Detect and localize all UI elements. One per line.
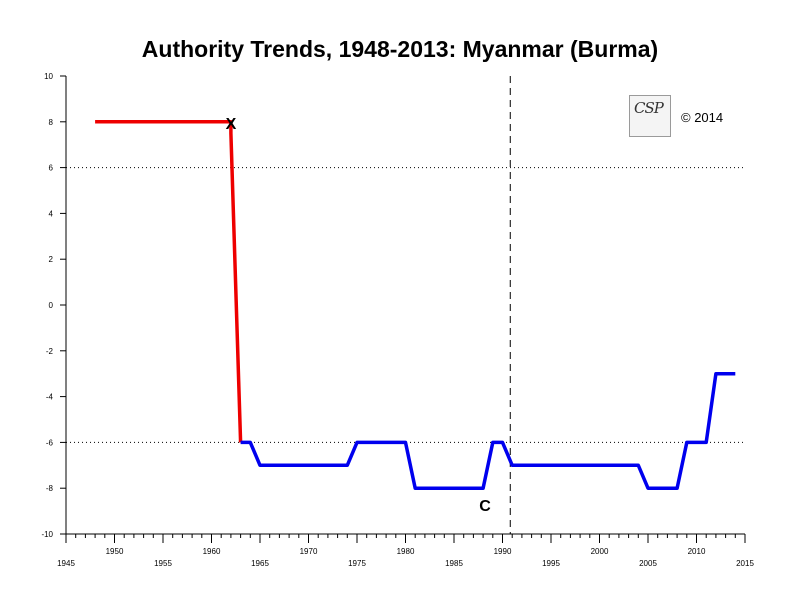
x-tick-label: 1950: [106, 547, 124, 556]
csp-logo: CSP: [629, 95, 671, 137]
y-tick-label: 4: [49, 209, 54, 218]
x-tick-label: 1965: [251, 559, 269, 568]
x-tick-label: 1990: [494, 547, 512, 556]
x-tick-label: 1970: [300, 547, 318, 556]
x-tick-label: 2015: [736, 559, 754, 568]
y-tick-label: -2: [46, 347, 54, 356]
x-tick-label: 1945: [57, 559, 75, 568]
y-tick-label: -4: [46, 393, 54, 402]
y-tick-label: -8: [46, 484, 54, 493]
y-tick-label: 0: [49, 301, 54, 310]
x-tick-label: 1975: [348, 559, 366, 568]
logo-text: CSP: [634, 99, 664, 117]
x-tick-label: 1955: [154, 559, 172, 568]
x-tick-label: 1985: [445, 559, 463, 568]
y-tick-label: -10: [41, 530, 53, 539]
series-line-1: [240, 371, 736, 490]
x-tick-label: 2005: [639, 559, 657, 568]
y-tick-label: 2: [49, 255, 54, 264]
x-tick-label: 2010: [688, 547, 706, 556]
y-tick-label: 10: [44, 72, 53, 81]
reference-lines: [66, 76, 745, 534]
chart-title: Authority Trends, 1948-2013: Myanmar (Bu…: [141, 36, 659, 62]
annotation-label: X: [226, 116, 237, 133]
y-tick-label: 6: [49, 164, 54, 173]
y-tick-label: 8: [49, 118, 54, 127]
x-tick-label: 1980: [397, 547, 415, 556]
axes: 10 8 6 4 2 0 -2 -4 -6 -8 -10 1945 1950 1955 1960 1965 19…: [41, 72, 754, 568]
series-line-0: [95, 120, 243, 443]
x-tick-label: 1995: [542, 559, 560, 568]
copyright-text: © 2014: [681, 110, 724, 125]
annotation-label: C: [479, 498, 491, 515]
data-series: [95, 120, 736, 490]
annotations: XC: [226, 116, 492, 515]
x-tick-label: 2000: [591, 547, 609, 556]
x-tick-label: 1960: [203, 547, 221, 556]
y-tick-label: -6: [46, 438, 54, 447]
